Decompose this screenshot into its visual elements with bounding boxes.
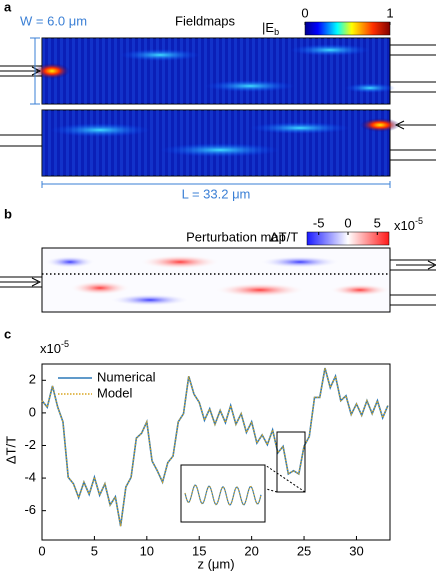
colorbar-tick-label: 0 — [344, 215, 351, 230]
inset-trace — [184, 484, 262, 506]
multiplier-base: x10 — [394, 218, 415, 233]
legend-label: Numerical — [97, 369, 156, 384]
multiplier-base: x10 — [40, 341, 61, 356]
fieldmap-texture — [42, 110, 390, 176]
map-lobe — [260, 256, 340, 268]
y-tick-label: -2 — [24, 437, 36, 452]
map-lobe — [140, 255, 220, 269]
map-lobe — [70, 281, 130, 295]
y-tick-label: 2 — [29, 372, 36, 387]
waveguides — [0, 259, 436, 306]
multiplier-power: -5 — [61, 339, 69, 349]
field-lobe — [50, 123, 150, 137]
field-lobe — [205, 80, 295, 92]
colorbar — [304, 21, 391, 36]
zoom-box — [276, 431, 306, 493]
input-arrow — [394, 120, 436, 130]
length-label: L = 33.2 μm — [182, 186, 251, 201]
panel-label: c — [4, 326, 11, 341]
x-tick-label: 5 — [91, 543, 98, 558]
length-bracket — [41, 181, 391, 188]
y-tick-label: -6 — [24, 502, 36, 517]
x-tick-label: 10 — [140, 543, 154, 558]
field-hotspot — [360, 118, 400, 132]
panel-label: a — [4, 0, 12, 14]
multiplier-power: -5 — [415, 216, 423, 226]
input-arrow — [0, 277, 42, 287]
input-arrow — [0, 66, 42, 76]
colorbar-tick-label: 5 — [374, 215, 381, 230]
multiplier: x10-5 — [394, 216, 423, 233]
colorbar-label: ΔT/T — [270, 229, 298, 244]
colorbar-tick-label: -5 — [313, 215, 325, 230]
field-lobe — [290, 44, 370, 56]
x-tick-label: 30 — [349, 543, 363, 558]
x-tick-label: 15 — [192, 543, 206, 558]
field-lobe — [160, 143, 280, 157]
legend-label: Model — [97, 385, 133, 400]
field-lobe — [120, 49, 200, 61]
perturbation-map — [41, 247, 391, 313]
colorbar-label-sub: b — [274, 27, 279, 37]
map-lobe — [330, 284, 390, 296]
colorbar-tick-label: 1 — [386, 5, 393, 20]
y-tick-label: -4 — [24, 470, 36, 485]
y-tick-label: 0 — [29, 404, 36, 419]
map-lobe — [215, 283, 305, 297]
colorbar-label-main: |E — [262, 20, 274, 35]
panel-c: c x10-5 ΔT/T z (μm) — [3, 326, 234, 571]
y-axis-label: ΔT/T — [3, 436, 18, 464]
colorbar-tick-label: 0 — [301, 5, 308, 20]
panel-label: b — [4, 206, 12, 221]
title: Fieldmaps — [175, 13, 235, 28]
waveguides — [0, 44, 436, 161]
inset-frame — [180, 464, 266, 523]
x-tick-label: 25 — [297, 543, 311, 558]
width-label: W = 6.0 μm — [20, 13, 87, 28]
x-tick-label: 20 — [244, 543, 258, 558]
panel-a: a W = 6.0 μm Fieldmaps |Eb L = 33.2 μm — [0, 0, 436, 201]
colorbar-label: |Eb — [262, 20, 279, 37]
field-lobe — [250, 122, 350, 134]
plot-frame — [41, 363, 391, 541]
map-lobe — [45, 256, 95, 268]
x-tick-label: 0 — [38, 543, 45, 558]
field-lobe — [345, 83, 395, 93]
output-arrow — [396, 260, 436, 270]
x-axis-label: z (μm) — [197, 556, 234, 571]
width-bracket — [30, 37, 40, 105]
field-hotspot — [34, 63, 70, 79]
multiplier: x10-5 — [40, 339, 69, 356]
series-line — [41, 367, 389, 527]
title: Perturbation map — [186, 229, 286, 244]
panel-b: b Perturbation map ΔT/T x10-5 — [0, 206, 436, 313]
map-lobe — [110, 294, 190, 306]
